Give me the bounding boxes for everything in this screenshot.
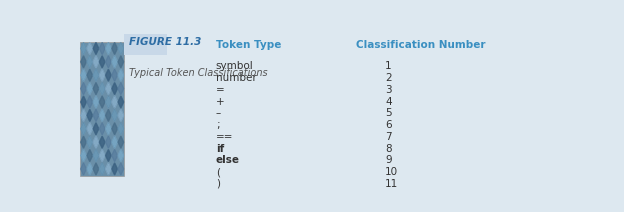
Polygon shape: [105, 136, 111, 148]
Polygon shape: [93, 109, 99, 121]
Polygon shape: [112, 149, 117, 162]
Text: –: –: [216, 108, 221, 118]
Polygon shape: [99, 96, 105, 108]
Text: number: number: [216, 73, 256, 83]
Polygon shape: [93, 96, 99, 108]
Polygon shape: [99, 123, 105, 135]
Text: =: =: [216, 85, 225, 95]
Text: ): ): [216, 179, 220, 189]
Polygon shape: [118, 69, 124, 81]
Polygon shape: [99, 69, 105, 81]
Text: 3: 3: [385, 85, 392, 95]
Polygon shape: [80, 69, 86, 81]
Polygon shape: [93, 83, 99, 95]
Polygon shape: [105, 163, 111, 175]
Polygon shape: [118, 109, 124, 121]
Polygon shape: [112, 163, 117, 175]
Text: ==: ==: [216, 132, 233, 142]
Polygon shape: [118, 42, 124, 54]
Polygon shape: [80, 123, 86, 135]
Polygon shape: [80, 109, 86, 121]
Text: symbol: symbol: [216, 61, 253, 71]
Polygon shape: [87, 69, 92, 81]
Polygon shape: [118, 149, 124, 162]
Polygon shape: [80, 149, 86, 162]
Polygon shape: [87, 123, 92, 135]
Polygon shape: [112, 56, 117, 68]
Text: +: +: [216, 97, 225, 107]
Polygon shape: [112, 42, 117, 54]
Polygon shape: [80, 83, 86, 95]
Text: 9: 9: [385, 155, 392, 165]
Polygon shape: [105, 123, 111, 135]
Polygon shape: [99, 42, 105, 54]
Polygon shape: [87, 149, 92, 162]
Text: ;: ;: [216, 120, 220, 130]
Text: 10: 10: [385, 167, 398, 177]
Text: 8: 8: [385, 144, 392, 154]
Polygon shape: [87, 56, 92, 68]
Polygon shape: [105, 56, 111, 68]
Text: 4: 4: [385, 97, 392, 107]
Polygon shape: [93, 42, 99, 54]
FancyBboxPatch shape: [124, 34, 167, 55]
Polygon shape: [112, 69, 117, 81]
Polygon shape: [80, 136, 86, 148]
Text: else: else: [216, 155, 240, 165]
Text: Token Type: Token Type: [216, 40, 281, 50]
Text: FIGURE 11.3: FIGURE 11.3: [129, 37, 201, 47]
Text: 7: 7: [385, 132, 392, 142]
FancyBboxPatch shape: [80, 42, 124, 176]
Polygon shape: [87, 163, 92, 175]
Polygon shape: [112, 96, 117, 108]
Polygon shape: [87, 136, 92, 148]
Polygon shape: [105, 83, 111, 95]
Polygon shape: [118, 136, 124, 148]
Polygon shape: [99, 163, 105, 175]
Polygon shape: [87, 109, 92, 121]
Text: (: (: [216, 167, 220, 177]
Polygon shape: [93, 163, 99, 175]
Text: Typical Token Classifications: Typical Token Classifications: [129, 68, 268, 78]
Text: 6: 6: [385, 120, 392, 130]
Text: 1: 1: [385, 61, 392, 71]
Polygon shape: [87, 96, 92, 108]
Text: 11: 11: [385, 179, 398, 189]
Polygon shape: [118, 83, 124, 95]
Polygon shape: [112, 83, 117, 95]
Polygon shape: [118, 163, 124, 175]
Polygon shape: [118, 123, 124, 135]
Polygon shape: [118, 96, 124, 108]
Polygon shape: [99, 83, 105, 95]
Polygon shape: [105, 42, 111, 54]
Polygon shape: [112, 123, 117, 135]
Polygon shape: [80, 42, 86, 54]
Text: if: if: [216, 144, 224, 154]
Polygon shape: [99, 136, 105, 148]
Polygon shape: [80, 96, 86, 108]
Polygon shape: [87, 83, 92, 95]
Polygon shape: [105, 96, 111, 108]
Polygon shape: [105, 149, 111, 162]
Polygon shape: [105, 69, 111, 81]
Polygon shape: [99, 109, 105, 121]
Polygon shape: [118, 56, 124, 68]
Polygon shape: [80, 163, 86, 175]
Text: 5: 5: [385, 108, 392, 118]
Polygon shape: [93, 69, 99, 81]
Polygon shape: [87, 42, 92, 54]
Polygon shape: [112, 136, 117, 148]
Polygon shape: [93, 136, 99, 148]
Polygon shape: [80, 56, 86, 68]
Text: Classification Number: Classification Number: [356, 40, 485, 50]
Polygon shape: [112, 109, 117, 121]
Polygon shape: [93, 56, 99, 68]
Polygon shape: [99, 149, 105, 162]
Polygon shape: [99, 56, 105, 68]
Polygon shape: [105, 109, 111, 121]
Text: 2: 2: [385, 73, 392, 83]
Polygon shape: [93, 149, 99, 162]
Polygon shape: [93, 123, 99, 135]
